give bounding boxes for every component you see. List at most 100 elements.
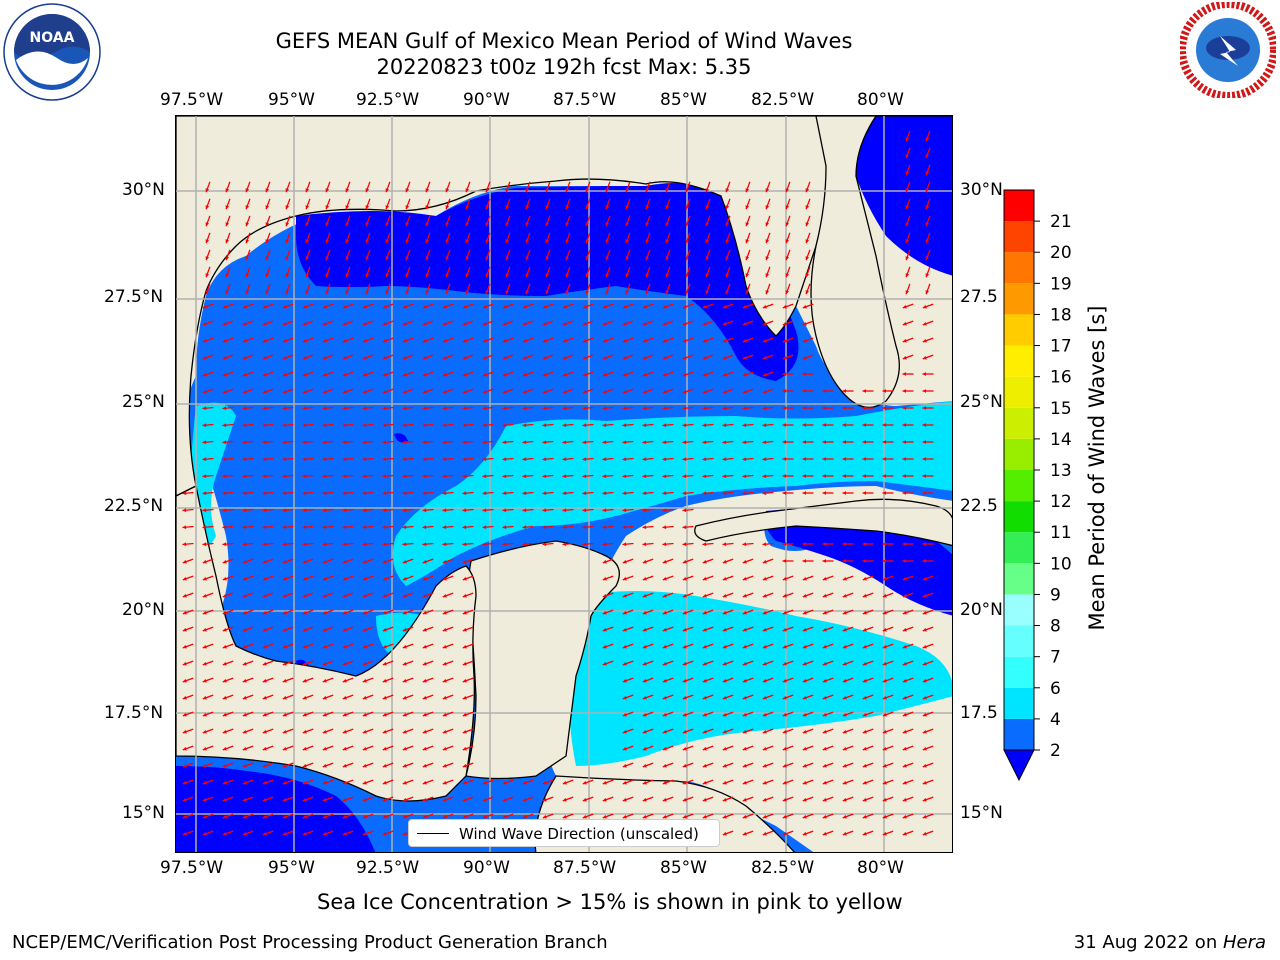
wave-direction-arrowhead bbox=[362, 831, 367, 836]
wave-direction-arrowhead bbox=[422, 338, 427, 343]
wave-direction-arrowhead bbox=[342, 678, 347, 683]
wave-direction-arrowhead bbox=[322, 338, 327, 343]
wave-direction-arrowhead bbox=[242, 457, 247, 462]
wave-direction-arrowhead bbox=[662, 525, 667, 530]
wave-direction-arrowhead bbox=[882, 542, 886, 546]
wave-direction-arrowhead bbox=[182, 661, 187, 666]
wave-direction-arrowhead bbox=[222, 678, 227, 683]
wave-direction-arrowhead bbox=[385, 188, 390, 193]
wave-direction-arrowhead bbox=[422, 474, 427, 479]
wave-direction-arrowhead bbox=[562, 797, 567, 802]
wave-direction-arrowhead bbox=[322, 678, 327, 683]
graticule bbox=[176, 116, 952, 852]
wave-direction-arrowhead bbox=[645, 239, 650, 244]
wave-direction-arrowhead bbox=[902, 780, 907, 785]
wave-direction-arrowhead bbox=[382, 831, 387, 836]
wave-direction-arrowhead bbox=[342, 474, 347, 479]
wave-direction-arrowhead bbox=[322, 372, 327, 377]
wave-direction-arrowhead bbox=[902, 627, 907, 632]
wave-direction-arrowhead bbox=[202, 695, 207, 700]
wave-direction-arrowhead bbox=[405, 256, 410, 261]
wave-direction-arrowhead bbox=[642, 508, 647, 513]
wave-direction-arrowhead bbox=[242, 542, 247, 547]
wave-direction-arrowhead bbox=[645, 188, 650, 193]
wave-direction-arrowhead bbox=[922, 372, 926, 376]
wave-direction-arrowhead bbox=[205, 239, 210, 244]
wave-direction-arrowhead bbox=[442, 491, 447, 496]
wave-direction-arrowhead bbox=[422, 610, 427, 615]
wave-direction-arrowhead bbox=[325, 222, 330, 227]
wave-direction-arrowhead bbox=[685, 273, 690, 278]
wave-direction-arrowhead bbox=[562, 814, 567, 819]
wave-direction-arrowhead bbox=[562, 321, 567, 326]
wave-direction-arrowhead bbox=[402, 508, 407, 513]
wave-direction-arrowhead bbox=[902, 372, 906, 376]
wave-direction-arrowhead bbox=[542, 355, 547, 360]
wave-direction-arrowhead bbox=[722, 389, 727, 394]
wave-direction-arrowhead bbox=[425, 290, 430, 295]
wave-direction-arrowhead bbox=[782, 644, 787, 649]
wave-direction-arrowhead bbox=[642, 814, 647, 819]
wave-direction-arrowhead bbox=[342, 661, 347, 666]
wave-direction-arrowhead bbox=[642, 372, 647, 377]
wave-direction-arrowhead bbox=[522, 440, 527, 445]
wave-direction-arrowhead bbox=[305, 205, 310, 210]
wave-direction-arrowhead bbox=[442, 355, 447, 360]
wave-direction-arrowhead bbox=[302, 712, 307, 717]
wave-direction-arrowhead bbox=[882, 729, 887, 734]
wave-direction-arrowhead bbox=[742, 559, 747, 564]
wave-direction-arrowhead bbox=[482, 508, 487, 513]
wave-direction-arrowhead bbox=[242, 610, 247, 615]
wave-direction-arrowhead bbox=[705, 239, 710, 244]
colorbar-tick-label: 18 bbox=[1050, 305, 1072, 325]
wave-direction-arrowhead bbox=[882, 644, 887, 649]
wave-direction-arrowhead bbox=[902, 457, 906, 461]
colorbar-segment bbox=[1004, 407, 1034, 439]
wave-direction-arrowhead bbox=[642, 542, 647, 547]
wave-direction-arrowhead bbox=[662, 661, 667, 666]
wave-direction-arrowhead bbox=[582, 440, 587, 445]
wave-direction-arrowhead bbox=[242, 712, 247, 717]
wave-direction-arrowhead bbox=[842, 797, 847, 802]
wave-direction-arrowhead bbox=[782, 763, 787, 768]
wave-direction-arrowhead bbox=[822, 780, 827, 785]
wave-direction-arrowhead bbox=[362, 559, 367, 564]
wave-direction-arrowhead bbox=[565, 273, 570, 278]
wave-direction-arrowhead bbox=[742, 814, 747, 819]
wave-direction-arrowhead bbox=[922, 389, 926, 393]
wave-direction-arrowhead bbox=[842, 763, 847, 768]
wave-direction-arrowhead bbox=[725, 256, 730, 261]
wave-direction-arrowhead bbox=[802, 321, 807, 326]
wave-direction-arrowhead bbox=[182, 559, 187, 564]
wave-direction-arrowhead bbox=[742, 627, 747, 632]
wave-direction-arrowhead bbox=[482, 780, 487, 785]
wave-direction-arrowhead bbox=[762, 814, 767, 819]
wave-direction-arrowhead bbox=[202, 627, 207, 632]
wave-direction-arrowhead bbox=[365, 290, 370, 295]
wave-direction-arrowhead bbox=[362, 321, 367, 326]
wave-direction-arrowhead bbox=[545, 290, 550, 295]
wave-direction-arrowhead bbox=[322, 780, 327, 785]
wave-direction-arrowhead bbox=[622, 406, 627, 411]
wave-direction-arrowhead bbox=[762, 457, 767, 462]
wave-direction-arrowhead bbox=[622, 372, 627, 377]
wave-direction-arrowhead bbox=[702, 746, 707, 751]
wave-direction-arrowhead bbox=[765, 256, 770, 261]
wave-direction-arrowhead bbox=[482, 797, 487, 802]
wave-direction-arrowhead bbox=[922, 763, 927, 768]
wave-direction-arrowhead bbox=[262, 712, 267, 717]
wave-direction-arrowhead bbox=[642, 746, 647, 751]
wave-direction-arrowhead bbox=[262, 338, 267, 343]
wave-direction-arrowhead bbox=[322, 610, 327, 615]
wave-direction-arrowhead bbox=[742, 593, 747, 598]
wave-direction-arrowhead bbox=[465, 188, 470, 193]
wave-direction-arrowhead bbox=[622, 661, 627, 666]
wave-direction-arrowhead bbox=[702, 627, 707, 632]
wave-direction-arrowhead bbox=[585, 239, 590, 244]
wave-direction-arrowhead bbox=[742, 797, 747, 802]
wave-direction-arrowhead bbox=[225, 273, 230, 278]
wave-direction-arrowhead bbox=[282, 678, 287, 683]
lat-tick-left: 17.5°N bbox=[104, 703, 164, 723]
wave-direction-arrowhead bbox=[442, 559, 447, 564]
lat-tick-right: 20°N bbox=[960, 600, 1003, 620]
